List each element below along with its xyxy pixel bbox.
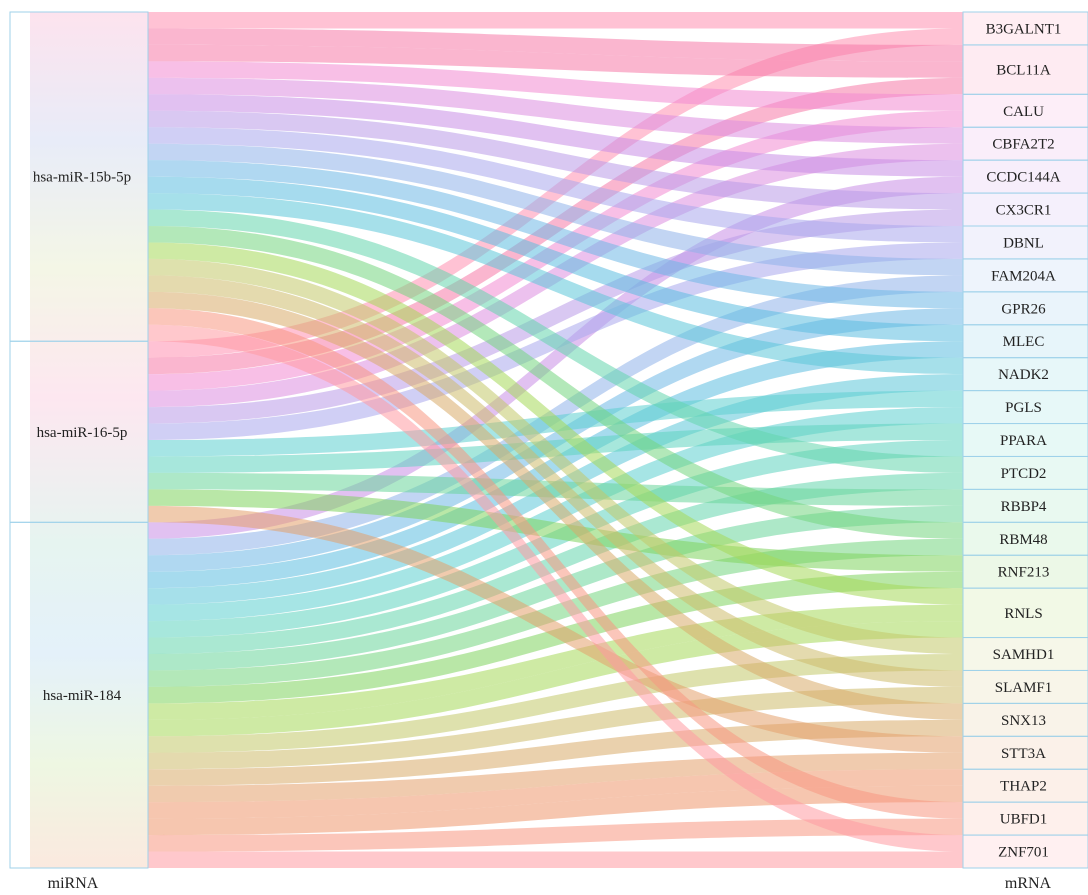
mrna-node — [962, 702, 1088, 737]
mrna-node-label: RBBP4 — [1001, 499, 1047, 515]
flow-link — [148, 324, 963, 852]
flow-link — [148, 61, 963, 111]
flow-link — [148, 505, 963, 753]
flow-link — [148, 209, 963, 473]
left-axis-label: miRNA — [48, 875, 99, 892]
flow-link — [148, 341, 963, 589]
mrna-node-label: SNX13 — [1001, 713, 1046, 729]
flow-link — [148, 654, 963, 753]
node-fills — [30, 12, 148, 868]
flow-link — [148, 94, 963, 177]
mirna-node-label: hsa-miR-184 — [43, 688, 122, 704]
flow-link — [148, 143, 963, 276]
mrna-node-label: PGLS — [1005, 400, 1042, 416]
flow-link — [148, 242, 963, 605]
mrna-node-label: NADK2 — [998, 367, 1049, 383]
flow-link — [148, 538, 963, 687]
mirna-node — [9, 521, 149, 869]
flow-link — [148, 176, 963, 539]
flow-link — [148, 44, 963, 78]
right-axis-label: mRNA — [1005, 875, 1052, 892]
mrna-node-label: CCDC144A — [986, 170, 1060, 186]
mrna-node-label: CALU — [1003, 104, 1044, 120]
flow-link — [148, 226, 963, 539]
flow-link — [148, 275, 963, 687]
flow-link — [148, 209, 963, 424]
mrna-node-label: DBNL — [1003, 235, 1044, 251]
flow-link — [148, 604, 963, 720]
mrna-node — [962, 126, 1088, 161]
mrna-node-label: FAM204A — [991, 268, 1056, 284]
flow-link — [148, 176, 963, 342]
mrna-node — [962, 768, 1088, 803]
mirna-column-fill — [30, 12, 148, 868]
mirna-node-label: hsa-miR-15b-5p — [33, 170, 131, 186]
mrna-node-label: RBM48 — [999, 532, 1047, 548]
mrna-node — [962, 669, 1088, 704]
mrna-node-label: MLEC — [1003, 334, 1045, 350]
mrna-node-label: STT3A — [1001, 746, 1046, 762]
mrna-node-label: UBFD1 — [1000, 812, 1048, 828]
mrna-node-label: BCL11A — [996, 63, 1051, 79]
mrna-node-label: ZNF701 — [998, 845, 1049, 861]
mrna-node — [962, 44, 1088, 95]
mrna-node — [962, 521, 1088, 556]
mrna-node-label: CBFA2T2 — [992, 137, 1054, 153]
flow-link — [148, 308, 963, 819]
mrna-node-label: B3GALNT1 — [986, 21, 1062, 37]
node-boxes — [9, 11, 1088, 869]
flow-link — [148, 110, 963, 210]
node-labels: hsa-miR-15b-5p hsa-miR-16-5p hsa-miR-184 B3… — [33, 21, 1062, 860]
flow-link — [148, 127, 963, 243]
flow-link — [148, 851, 963, 868]
mrna-node — [962, 390, 1088, 425]
mrna-node — [962, 291, 1088, 326]
mrna-node — [962, 258, 1088, 293]
mrna-node — [962, 225, 1088, 260]
flow-link — [148, 818, 963, 852]
flow-link — [148, 12, 963, 29]
mrna-node-label: GPR26 — [1001, 301, 1046, 317]
mrna-node — [962, 159, 1088, 194]
flow-link — [148, 686, 963, 770]
mrna-node — [962, 834, 1088, 869]
mrna-node-label: PPARA — [1000, 433, 1047, 449]
mrna-node-label: SAMHD1 — [993, 647, 1055, 663]
mrna-node — [962, 192, 1088, 227]
flow-links — [148, 12, 963, 868]
mrna-node — [962, 455, 1088, 490]
mrna-node-label: RNF213 — [998, 565, 1050, 581]
mrna-node-label: PTCD2 — [1001, 466, 1047, 482]
mrna-node — [962, 587, 1088, 639]
flow-link — [148, 291, 963, 720]
flow-link — [148, 489, 963, 572]
mrna-node-label: RNLS — [1004, 606, 1042, 622]
mrna-node-label: THAP2 — [1000, 779, 1047, 795]
mrna-node-label: SLAMF1 — [995, 680, 1053, 696]
mrna-node — [962, 423, 1088, 457]
flow-link — [148, 785, 963, 836]
flow-link — [148, 275, 963, 556]
mrna-node — [962, 324, 1088, 359]
mrna-node — [962, 801, 1088, 836]
flow-link — [148, 193, 963, 375]
flow-link — [148, 621, 963, 737]
mrna-node-label: CX3CR1 — [996, 203, 1052, 219]
mirna-node-label: hsa-miR-16-5p — [37, 425, 128, 441]
flow-link — [148, 258, 963, 654]
flow-link — [148, 28, 963, 62]
flow-link — [148, 719, 963, 786]
flow-link — [148, 77, 963, 144]
flow-link — [148, 160, 963, 309]
mrna-node — [962, 735, 1088, 770]
mrna-node — [962, 357, 1088, 392]
